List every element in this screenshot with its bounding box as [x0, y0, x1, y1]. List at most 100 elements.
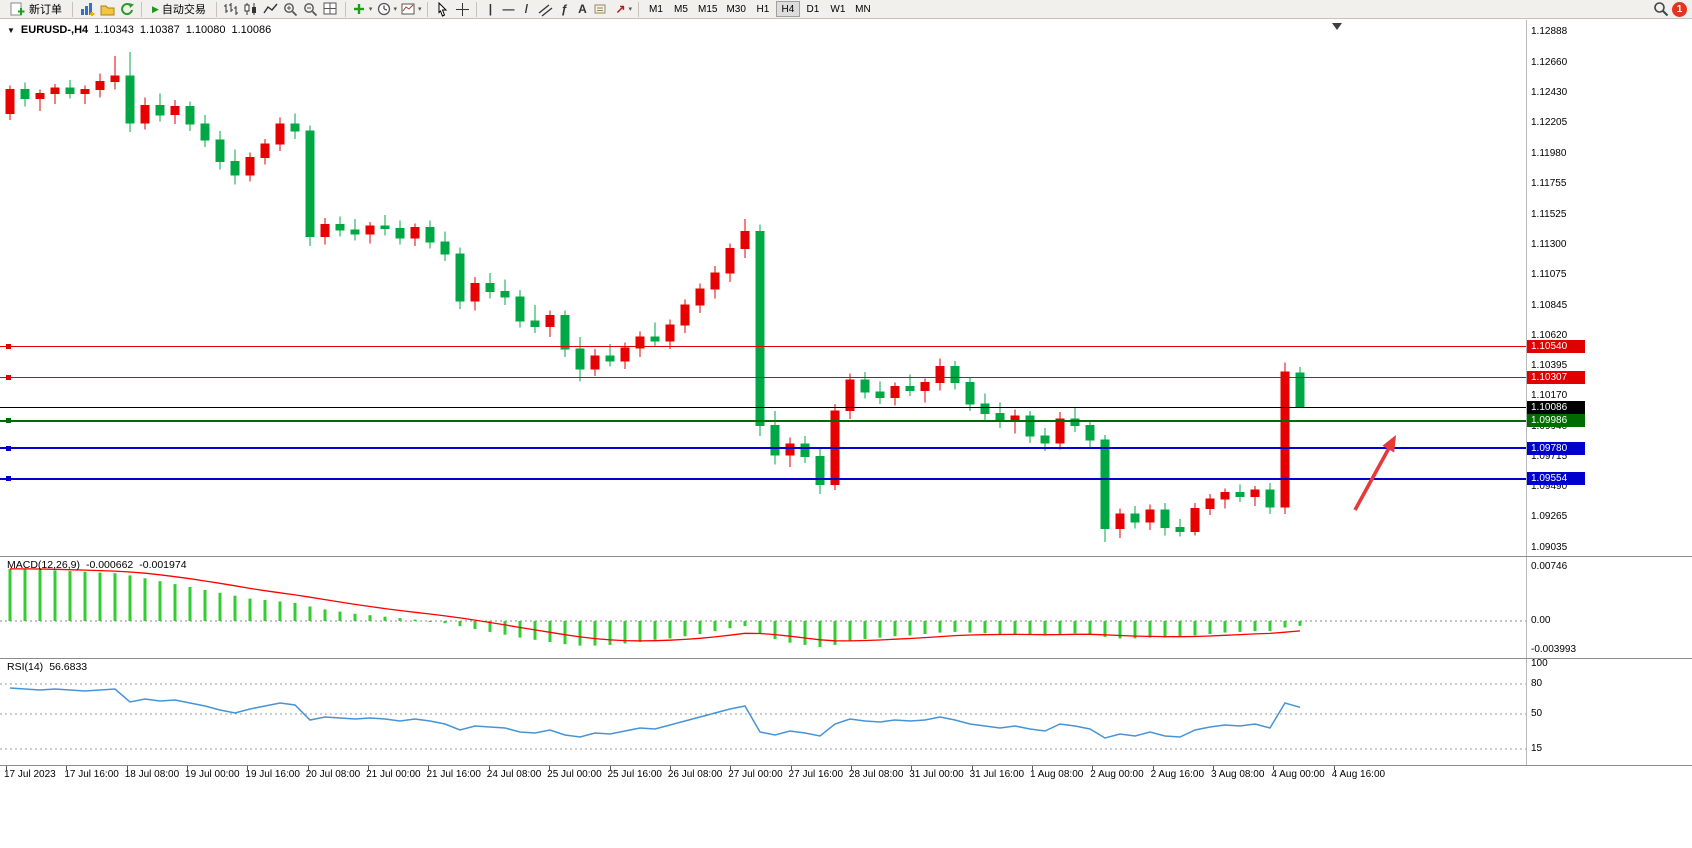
horizontal-level-line[interactable]: [0, 419, 1526, 422]
price-level-badge: 1.10540: [1527, 340, 1585, 353]
time-axis-tick: [971, 766, 973, 770]
timeframe-toolbar: M1 M5 M15 M30 H1 H4 D1 W1 MN: [644, 1, 875, 17]
price-axis-label: 1.12660: [1531, 56, 1568, 68]
crosshair-icon[interactable]: [453, 1, 471, 17]
periods-icon[interactable]: [375, 1, 393, 17]
time-axis-tick: [1092, 766, 1094, 770]
price-axis-label: 1.11980: [1531, 147, 1567, 159]
rsi-axis-label: 100: [1531, 658, 1548, 669]
rsi-title: RSI(14): [7, 661, 44, 673]
autotrading-button[interactable]: ▶ 自动交易: [147, 1, 211, 18]
horizontal-level-line[interactable]: [0, 447, 1526, 450]
time-axis-tick: [1333, 766, 1335, 770]
horizontal-level-line[interactable]: [0, 377, 1526, 379]
toolbar-separator: [72, 1, 73, 17]
price-axis-label: 1.11075: [1531, 268, 1567, 280]
ohlc-close: 1.10086: [231, 24, 272, 36]
arrows-dropdown-caret-icon[interactable]: ▾: [628, 6, 632, 13]
toolbar-separator: [215, 1, 217, 17]
chart-header: ▼ EURUSD-,H4 1.10343 1.10387 1.10080 1.1…: [7, 24, 271, 36]
autotrading-play-icon: ▶: [152, 3, 159, 14]
time-axis-label: 28 Jul 08:00: [848, 769, 904, 780]
time-axis-tick: [66, 766, 68, 770]
arrows-tool[interactable]: ↗: [615, 2, 626, 16]
time-axis-tick: [730, 766, 732, 770]
price-axis-label: 1.09035: [1531, 542, 1568, 554]
timeframe-H4[interactable]: H4: [775, 1, 800, 17]
horizontal-level-line[interactable]: [0, 477, 1526, 480]
timeframe-M30[interactable]: M30: [722, 1, 749, 17]
timeframe-M15[interactable]: M15: [694, 1, 721, 17]
line-anchor-marker[interactable]: [6, 418, 11, 424]
chart-shift-marker[interactable]: [1332, 23, 1342, 30]
price-level-badge: 1.10086: [1527, 400, 1585, 414]
equidistant-channel-tool[interactable]: [536, 1, 554, 17]
horizontal-level-line[interactable]: [0, 406, 1526, 408]
timeframe-MN[interactable]: MN: [851, 1, 875, 17]
periods-dropdown-caret-icon[interactable]: ▾: [393, 6, 397, 13]
macd-panel-splitter[interactable]: [0, 556, 1692, 557]
timeframe-W1[interactable]: W1: [826, 1, 850, 17]
new-chart-icon[interactable]: [78, 1, 96, 17]
ohlc-open: 1.10343: [94, 24, 134, 36]
time-axis-tick: [126, 766, 128, 770]
zoom-in-icon[interactable]: [282, 1, 300, 17]
templates-dropdown-caret-icon[interactable]: ▾: [417, 6, 422, 13]
line-anchor-marker[interactable]: [6, 344, 11, 349]
notification-badge[interactable]: 1: [1672, 1, 1687, 17]
indicators-icon[interactable]: [351, 1, 369, 17]
timeframe-D1[interactable]: D1: [801, 1, 825, 17]
time-axis-label: 3 Aug 08:00: [1211, 769, 1265, 780]
fibonacci-tool[interactable]: ƒ: [561, 2, 568, 16]
price-axis-label: 1.12205: [1531, 117, 1568, 129]
price-axis-label: 1.11755: [1531, 177, 1567, 189]
new-order-button[interactable]: 新订单: [3, 1, 67, 18]
chart-symbol-period: EURUSD-,H4: [20, 24, 89, 36]
line-chart-icon[interactable]: [262, 1, 280, 17]
price-axis-label: 1.09490: [1531, 481, 1568, 493]
templates-icon[interactable]: [400, 1, 418, 17]
time-axis-tick: [247, 766, 249, 770]
macd-plot[interactable]: [0, 557, 1530, 658]
profiles-icon[interactable]: [98, 1, 116, 17]
price-level-badge: 1.09986: [1527, 414, 1585, 428]
line-anchor-marker[interactable]: [6, 445, 11, 451]
refresh-icon[interactable]: [118, 1, 136, 17]
toolbar-separator: [141, 1, 142, 17]
horizontal-line-tool[interactable]: —: [502, 2, 515, 16]
rsi-plot[interactable]: [0, 659, 1530, 765]
candlestick-plot[interactable]: [0, 20, 1530, 556]
macd-main-value: -0.000662: [85, 559, 134, 571]
candlestick-chart-icon[interactable]: [242, 1, 260, 17]
timeframe-M1[interactable]: M1: [644, 1, 668, 17]
rsi-panel-splitter[interactable]: [0, 658, 1692, 659]
time-axis-tick: [368, 766, 370, 770]
time-axis-label: 17 Jul 2023: [4, 769, 56, 780]
time-axis-tick: [1152, 766, 1154, 770]
text-tool[interactable]: A: [578, 2, 587, 16]
timeframe-H1[interactable]: H1: [751, 1, 775, 17]
text-label-tool[interactable]: [592, 1, 610, 17]
line-anchor-marker[interactable]: [6, 375, 11, 381]
cursor-icon[interactable]: [433, 1, 451, 17]
indicators-dropdown-caret-icon[interactable]: ▾: [368, 6, 373, 13]
time-axis-label: 17 Jul 16:00: [64, 769, 119, 780]
tile-windows-icon[interactable]: [322, 1, 340, 17]
timeframe-M5[interactable]: M5: [669, 1, 693, 17]
time-axis-tick: [6, 766, 7, 770]
horizontal-level-line[interactable]: [0, 346, 1526, 347]
zoom-out-icon[interactable]: [302, 1, 320, 17]
time-axis-tick: [669, 766, 671, 770]
line-anchor-marker[interactable]: [6, 476, 11, 481]
bar-chart-icon[interactable]: [222, 1, 240, 17]
search-icon[interactable]: [1652, 1, 1670, 17]
trend-arrow-annotation[interactable]: [1330, 415, 1430, 525]
time-axis-label: 1 Aug 08:00: [1029, 769, 1084, 780]
symbol-menu-caret-icon[interactable]: ▼: [7, 25, 15, 35]
trendline-tool[interactable]: /: [524, 2, 529, 16]
time-axis-tick: [1213, 766, 1214, 770]
price-axis-label: 1.11525: [1531, 208, 1567, 220]
price-axis-label: 1.10845: [1531, 299, 1568, 311]
vertical-line-tool[interactable]: |: [488, 2, 493, 16]
time-axis-tick: [187, 766, 189, 770]
